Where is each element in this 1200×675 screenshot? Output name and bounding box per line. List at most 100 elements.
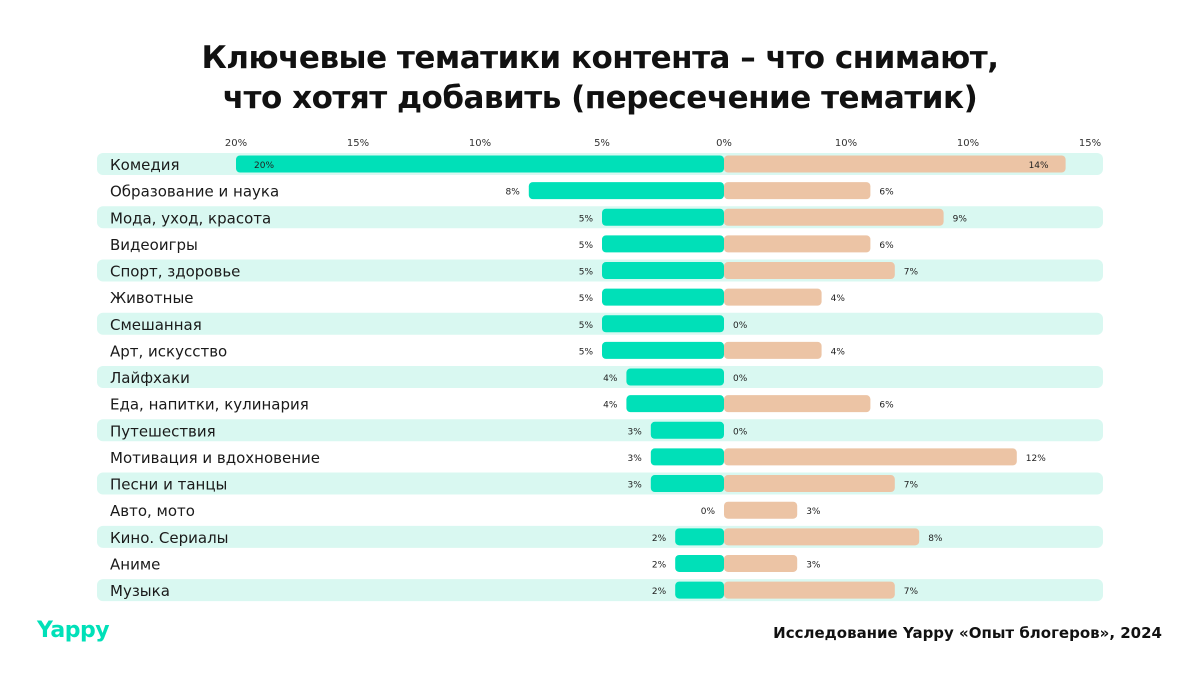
bar-right — [724, 182, 871, 200]
bar-right — [724, 501, 798, 519]
bar-left — [602, 288, 724, 306]
value-label-right: 7% — [904, 481, 919, 491]
value-label-right: 0% — [733, 374, 748, 384]
tick-label: 0% — [716, 138, 732, 149]
value-label-left: 3% — [628, 454, 643, 464]
category-label: Животные — [110, 289, 194, 307]
category-label: Путешествия — [110, 422, 216, 440]
category-label: Спорт, здоровье — [110, 263, 240, 281]
value-label-left: 4% — [603, 374, 618, 384]
row-band — [97, 419, 1103, 442]
category-label: Смешанная — [110, 316, 202, 334]
bar-left — [675, 528, 724, 546]
value-label-left: 8% — [506, 188, 521, 198]
yappy-logo: Yappy — [37, 618, 110, 643]
tick-label: 10% — [957, 138, 979, 149]
value-label-right: 12% — [1026, 454, 1046, 464]
value-label-right: 4% — [831, 347, 846, 357]
value-label-right: 9% — [953, 214, 968, 224]
value-label-right: 8% — [928, 534, 943, 544]
category-label: Мода, уход, красота — [110, 209, 271, 227]
category-label: Комедия — [110, 156, 180, 174]
page-title: Ключевые тематики контента – что снимают… — [0, 38, 1200, 118]
category-label: Лайфхаки — [110, 369, 190, 387]
value-label-left: 2% — [652, 534, 667, 544]
value-label-right: 7% — [904, 268, 919, 278]
value-label-right: 6% — [879, 241, 894, 251]
bar-right — [724, 448, 1017, 466]
bar-left — [626, 395, 724, 413]
value-label-right: 0% — [733, 427, 748, 437]
bar-left — [602, 315, 724, 333]
bar-right — [724, 528, 920, 546]
value-label-left: 20% — [254, 161, 274, 171]
bar-left — [602, 262, 724, 280]
value-label-left: 5% — [579, 294, 594, 304]
bar-right — [724, 581, 895, 599]
row-band — [97, 579, 1103, 602]
category-label: Образование и наука — [110, 183, 279, 201]
tick-label: 15% — [347, 138, 369, 149]
category-label: Песни и танцы — [110, 476, 227, 494]
value-label-right: 14% — [1029, 161, 1049, 171]
category-label: Еда, напитки, кулинария — [110, 396, 309, 414]
bar-left — [602, 341, 724, 359]
value-label-right: 7% — [904, 587, 919, 597]
value-label-left: 5% — [579, 321, 594, 331]
bar-left — [675, 554, 724, 572]
bar-right — [724, 235, 871, 253]
bar-right — [724, 262, 895, 280]
tick-label: 10% — [469, 138, 491, 149]
bar-left — [675, 581, 724, 599]
row-band — [97, 366, 1103, 389]
title-line-1: Ключевые тематики контента – что снимают… — [201, 40, 999, 76]
value-label-right: 6% — [879, 401, 894, 411]
bar-left — [602, 208, 724, 226]
category-label: Арт, искусство — [110, 342, 227, 360]
category-label: Авто, мото — [110, 502, 195, 520]
bar-left — [626, 368, 724, 386]
bar-right — [724, 155, 1066, 173]
row-band — [97, 312, 1103, 335]
bar-right — [724, 288, 822, 306]
bar-right — [724, 554, 798, 572]
row-band — [97, 472, 1103, 495]
category-label: Кино. Сериалы — [110, 529, 229, 547]
bar-left — [650, 421, 724, 439]
value-label-right: 3% — [806, 560, 821, 570]
value-label-left: 4% — [603, 401, 618, 411]
title-line-2: что хотят добавить (пересечение тематик) — [222, 80, 978, 116]
bar-left — [236, 155, 724, 173]
bar-left — [650, 448, 724, 466]
value-label-left: 5% — [579, 347, 594, 357]
value-label-left: 0% — [701, 507, 716, 517]
value-label-left: 2% — [652, 560, 667, 570]
value-label-right: 0% — [733, 321, 748, 331]
tick-label: 20% — [225, 138, 247, 149]
value-label-left: 3% — [628, 481, 643, 491]
bar-left — [650, 475, 724, 493]
value-label-right: 3% — [806, 507, 821, 517]
category-label: Музыка — [110, 582, 170, 600]
tick-label: 5% — [594, 138, 610, 149]
value-label-left: 3% — [628, 427, 643, 437]
value-label-left: 5% — [579, 214, 594, 224]
value-label-left: 2% — [652, 587, 667, 597]
value-label-left: 5% — [579, 241, 594, 251]
value-label-right: 6% — [879, 188, 894, 198]
tick-label: 15% — [1079, 138, 1101, 149]
bar-right — [724, 341, 822, 359]
bar-right — [724, 395, 871, 413]
tick-label: 10% — [835, 138, 857, 149]
bar-right — [724, 475, 895, 493]
row-band — [97, 259, 1103, 282]
row-band — [97, 525, 1103, 548]
bar-left — [528, 182, 724, 200]
category-label: Аниме — [110, 555, 160, 573]
category-label: Мотивация и вдохновение — [110, 449, 320, 467]
bar-right — [724, 208, 944, 226]
source-note: Исследование Yappy «Опыт блогеров», 2024 — [773, 624, 1162, 642]
value-label-right: 4% — [831, 294, 846, 304]
